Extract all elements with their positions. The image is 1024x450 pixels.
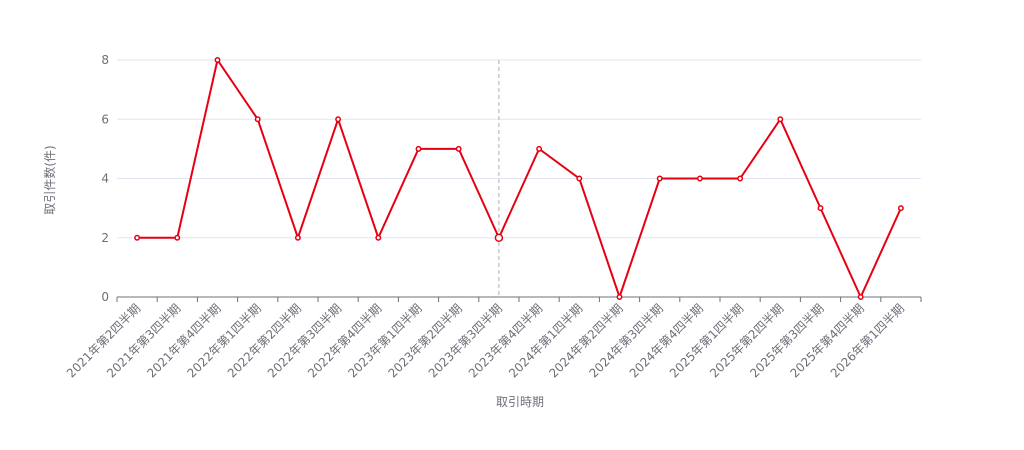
point (616, 294, 623, 300)
x-tick-label: 2025年第4四半期 (787, 301, 866, 380)
x-tick-label: 2023年第3四半期 (426, 301, 505, 380)
y-tick-label: 6 (101, 112, 109, 126)
point (294, 234, 301, 241)
point (576, 175, 583, 182)
x-tick-label: 2022年第2四半期 (225, 301, 304, 380)
point (696, 175, 703, 182)
point (415, 145, 422, 152)
point (455, 145, 462, 152)
y-axis-label: 取引件数(件) (42, 145, 57, 214)
x-tick-label: 2022年第4四半期 (305, 301, 384, 380)
point (857, 294, 864, 300)
point (656, 175, 663, 182)
point (375, 234, 382, 241)
x-tick-label: 2021年第3四半期 (104, 301, 183, 380)
x-tick-label: 2023年第4四半期 (466, 301, 545, 380)
y-tick-label: 4 (101, 172, 109, 186)
x-tick-label: 2023年第2四半期 (385, 301, 464, 380)
x-tick-label: 2025年第1四半期 (667, 301, 746, 380)
x-tick-label: 2025年第3四半期 (747, 301, 826, 380)
x-tick-label: 2022年第1四半期 (184, 301, 263, 380)
x-tick-label: 2023年第1四半期 (345, 301, 424, 380)
x-tick-label: 2024年第3四半期 (586, 301, 665, 380)
x-axis-label: 取引時期 (496, 395, 544, 409)
y-tick-label: 2 (101, 231, 109, 245)
point (817, 205, 824, 212)
line (137, 57, 902, 301)
x-tick-label: 2024年第2四半期 (546, 301, 625, 380)
point (494, 233, 504, 242)
x-tick-label: 2021年第4四半期 (144, 301, 223, 380)
point (777, 116, 784, 123)
x-tick-label: 2026年第1四半期 (828, 301, 907, 380)
point (134, 234, 141, 241)
point (737, 175, 744, 182)
point (254, 116, 261, 123)
point (335, 116, 342, 123)
point (897, 205, 904, 212)
point (214, 57, 221, 63)
point (536, 145, 543, 152)
x-tick-label: 2024年第4四半期 (627, 301, 706, 380)
y-tick-label: 8 (101, 53, 109, 67)
x-tick-label: 2022年第3四半期 (265, 301, 344, 380)
x-tick-label: 2021年第2四半期 (64, 301, 143, 380)
point (174, 234, 181, 241)
y-tick-label: 0 (101, 290, 109, 304)
x-tick-label: 2025年第2四半期 (707, 301, 786, 380)
x-tick-label: 2024年第1四半期 (506, 301, 585, 380)
